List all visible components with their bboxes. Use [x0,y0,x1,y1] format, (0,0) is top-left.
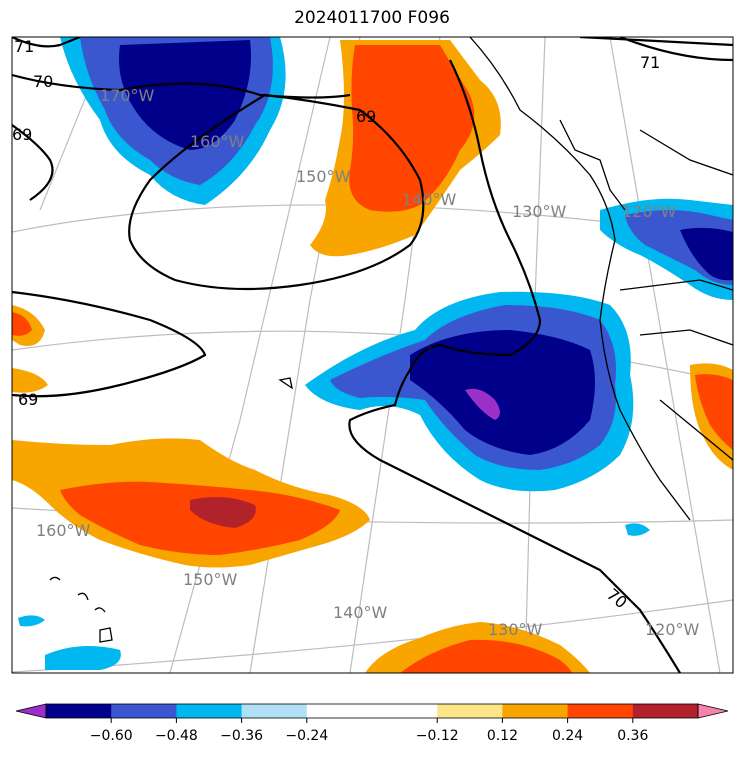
longitude-label: 160°W [190,132,245,151]
colorbar-tick-label: −0.12 [416,728,459,744]
colorbar-tick-label: 0.24 [552,728,583,744]
colorbar-extend-low [15,703,47,719]
contours [12,37,733,673]
colorbar-segment [306,704,373,718]
positive-anomaly-east [690,363,733,470]
colorbar-segment [632,704,699,718]
contour-label: 69 [12,125,32,144]
longitude-label: 150°W [183,570,238,589]
negative-anomaly-east [600,198,733,300]
negative-anomaly-southwest [18,523,650,670]
longitude-label: 140°W [333,603,388,622]
longitude-label: 170°W [100,86,155,105]
colorbar-tick-label: −0.48 [155,728,198,744]
positive-anomaly-north [310,40,501,257]
negative-anomaly-central [305,291,634,492]
map-title: 2024011700 F096 [294,8,450,28]
contour-label: 69 [356,107,376,126]
colorbar-tick-label: −0.24 [285,728,328,744]
longitude-label: 120°W [645,620,700,639]
colorbar-tick-label: 0.12 [487,728,518,744]
colorbar-segment [502,704,569,718]
negative-anomaly-north [60,37,286,205]
colorbar-segment [176,704,243,718]
colorbar-segment [111,704,177,718]
positive-anomaly-south [365,622,590,673]
colorbar-segment [567,704,634,718]
colorbar-segment [241,704,308,718]
colorbar-segment [437,704,503,718]
colorbar-tick-label: 0.36 [617,728,648,744]
longitude-label: 120°W [622,202,677,221]
positive-anomaly-southwest [12,305,370,568]
longitude-label: 140°W [402,190,457,209]
longitude-label: 130°W [488,620,543,639]
colorbar-segment [372,704,438,718]
contour-label: 69 [18,390,38,409]
colorbar-extend-high [697,703,729,719]
contour-label: 70 [33,72,53,91]
colorbar-tick-label: −0.36 [220,728,263,744]
coastlines [49,37,733,643]
longitude-label: 160°W [36,521,91,540]
contour-label: 71 [640,53,660,72]
colorbar-segment [46,704,112,718]
contour-label: 71 [14,37,34,56]
longitude-label: 130°W [512,202,567,221]
longitude-label: 150°W [296,167,351,186]
colorbar-tick-label: −0.60 [90,728,133,744]
